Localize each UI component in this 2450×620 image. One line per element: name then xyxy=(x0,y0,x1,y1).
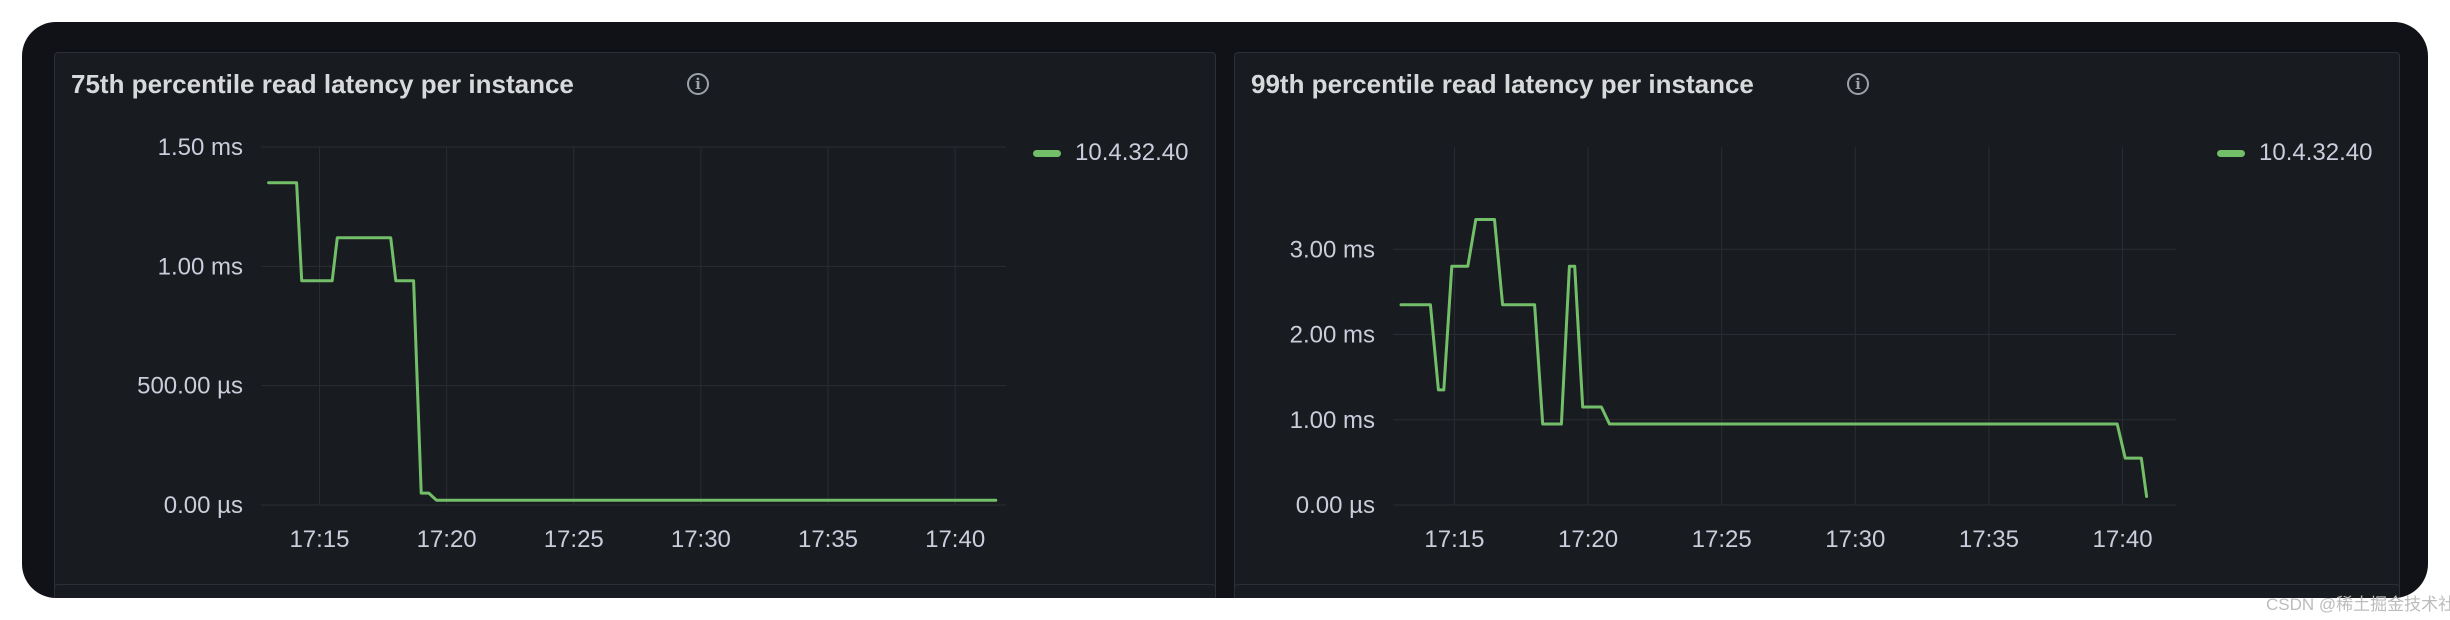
y-tick-label: 1.00 ms xyxy=(1290,407,1375,434)
x-tick-label: 17:35 xyxy=(798,526,858,553)
panel-p99-read-latency: 99th percentile read latency per instanc… xyxy=(1234,52,2400,590)
panel-p75-read-latency: 75th percentile read latency per instanc… xyxy=(54,52,1216,590)
y-tick-label: 2.00 ms xyxy=(1290,322,1375,349)
watermark: CSDN @稀土掘金技术社区 xyxy=(2266,595,2450,614)
y-tick-label: 500.00 µs xyxy=(137,373,243,400)
series-line[interactable] xyxy=(1399,218,2149,498)
x-tick-label: 17:40 xyxy=(925,526,985,553)
x-tick-label: 17:25 xyxy=(544,526,604,553)
legend-swatch xyxy=(1033,149,1061,157)
info-icon[interactable]: i xyxy=(1847,73,1869,95)
y-tick-label: 1.50 ms xyxy=(158,134,243,161)
panel-title: 99th percentile read latency per instanc… xyxy=(1251,69,1754,99)
latency-chart: 17:15 17:20 17:25 17:30 17:35 17:40 0.00 µs 500… xyxy=(137,134,1006,553)
latency-chart: 17:15 17:20 17:25 17:30 17:35 17:40 0.00 µs 1.0… xyxy=(1290,147,2176,553)
y-tick-label: 3.00 ms xyxy=(1290,236,1375,263)
x-tick-label: 17:35 xyxy=(1959,526,2019,553)
x-tick-label: 17:15 xyxy=(1424,526,1484,553)
x-tick-label: 17:15 xyxy=(289,526,349,553)
x-tick-label: 17:40 xyxy=(2093,526,2153,553)
y-tick-label: 1.00 ms xyxy=(158,253,243,280)
legend-label[interactable]: 10.4.32.40 xyxy=(2259,139,2373,166)
x-tick-label: 17:30 xyxy=(1825,526,1885,553)
series-line[interactable] xyxy=(267,181,998,502)
legend[interactable]: 10.4.32.40 xyxy=(1033,139,1188,167)
x-tick-label: 17:20 xyxy=(417,526,477,553)
legend-swatch xyxy=(2217,149,2245,157)
y-tick-label: 0.00 µs xyxy=(164,492,243,519)
legend-label[interactable]: 10.4.32.40 xyxy=(1075,139,1189,166)
panel-title: 75th percentile read latency per instanc… xyxy=(71,69,574,99)
panel-below-left xyxy=(54,584,1216,598)
x-tick-label: 17:30 xyxy=(671,526,731,553)
panel-below-right xyxy=(1234,584,2400,598)
info-icon[interactable]: i xyxy=(687,73,709,95)
x-tick-label: 17:25 xyxy=(1692,526,1752,553)
legend[interactable]: 10.4.32.40 xyxy=(2217,139,2372,167)
x-tick-label: 17:20 xyxy=(1558,526,1618,553)
y-tick-label: 0.00 µs xyxy=(1296,492,1375,519)
dashboard: 75th percentile read latency per instanc… xyxy=(22,22,2428,598)
